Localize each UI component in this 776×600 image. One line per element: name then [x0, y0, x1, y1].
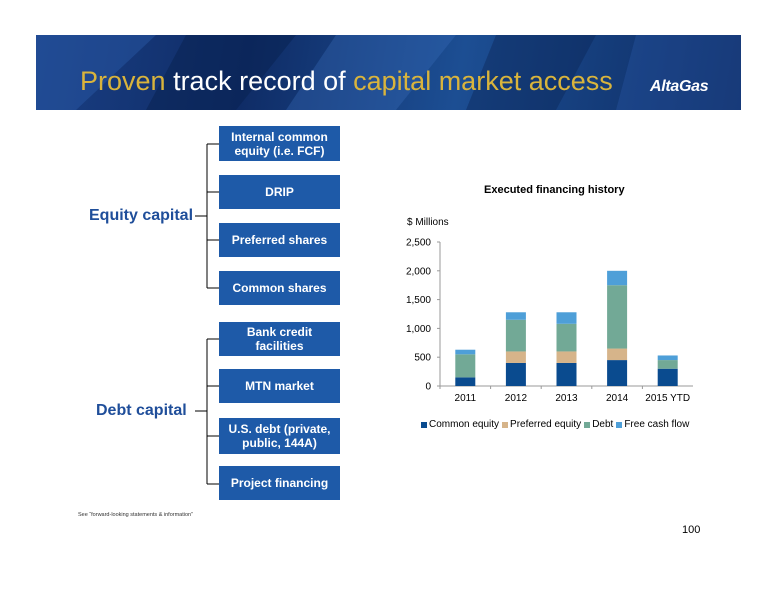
- bar-segment: [556, 362, 577, 386]
- chart-title: Executed financing history: [484, 184, 625, 196]
- y-tick-label: 1,000: [406, 324, 431, 335]
- box-drip: DRIP: [219, 175, 340, 209]
- financing-chart: 0 500 1,000 1,500 2,000 2,500 2011 2012 2013 2014…: [406, 238, 693, 404]
- title-part-proven: Proven: [80, 66, 166, 96]
- legend-swatch: [421, 421, 427, 428]
- banner-background-graphic: [36, 35, 741, 110]
- bar-segment: [657, 368, 678, 386]
- box-common-shares: Common shares: [219, 271, 340, 305]
- title-part-capital-market-access: capital market access: [353, 66, 613, 96]
- page-title: Proven track record of capital market ac…: [80, 68, 613, 95]
- bar-segment: [607, 360, 628, 386]
- y-tick-label: 0: [425, 382, 431, 393]
- box-project-financing: Project financing: [219, 466, 340, 500]
- bar-segment: [455, 377, 476, 386]
- chart-legend: Common equity Preferred equity Debt Free ca…: [421, 419, 692, 430]
- x-tick-label: 2011: [455, 393, 477, 404]
- bar-segment: [607, 348, 628, 361]
- bar-segment: [607, 270, 628, 286]
- legend-swatch: [502, 421, 509, 428]
- box-internal-common-equity: Internal common equity (i.e. FCF): [219, 126, 340, 161]
- legend-label: Preferred equity: [510, 419, 582, 430]
- legend-swatch: [584, 421, 591, 428]
- bar-segment: [556, 312, 577, 324]
- bar-segment: [505, 319, 526, 352]
- debt-capital-label: Debt capital: [96, 402, 187, 419]
- y-axis-unit-label: $ Millions: [407, 217, 449, 228]
- bar-segment: [455, 349, 476, 355]
- legend-item: Debt: [584, 419, 613, 430]
- bar-segment: [657, 355, 678, 361]
- box-mtn-market: MTN market: [219, 369, 340, 403]
- x-tick-label: 2014: [606, 393, 629, 404]
- y-tick-label: 2,500: [406, 238, 431, 249]
- bar-segment: [505, 351, 526, 363]
- x-tick-label: 2013: [555, 393, 578, 404]
- bar-segment: [607, 285, 628, 349]
- altagas-logo: AltaGas: [650, 78, 709, 95]
- x-tick-label: 2015 YTD: [645, 393, 690, 404]
- y-tick-label: 2,000: [406, 266, 431, 277]
- legend-swatch: [616, 421, 623, 428]
- box-us-debt: U.S. debt (private, public, 144A): [219, 418, 340, 454]
- y-tick-label: 1,500: [406, 295, 431, 306]
- bar-segment: [455, 354, 476, 378]
- legend-item: Free cash flow: [616, 419, 689, 430]
- legend-label: Free cash flow: [624, 419, 690, 430]
- footnote: See “forward-looking statements & inform…: [78, 512, 193, 518]
- bar-segment: [505, 362, 526, 386]
- y-tick-label: 500: [414, 353, 431, 364]
- legend-item: Common equity: [421, 419, 499, 430]
- box-preferred-shares: Preferred shares: [219, 223, 340, 257]
- x-tick-label: 2012: [505, 393, 528, 404]
- legend-label: Debt: [592, 419, 614, 430]
- bar-segment: [556, 351, 577, 363]
- bar-segment: [556, 323, 577, 352]
- bar-segment: [657, 360, 678, 369]
- box-bank-credit-facilities: Bank credit facilities: [219, 322, 340, 356]
- legend-label: Common equity: [429, 419, 500, 430]
- equity-capital-label: Equity capital: [89, 207, 194, 224]
- title-part-track-record: track record of: [165, 66, 354, 96]
- bar-segment: [505, 312, 526, 320]
- legend-item: Preferred equity: [502, 419, 581, 430]
- header-banner: Proven track record of capital market ac…: [36, 35, 741, 110]
- page-number: 100: [682, 524, 701, 536]
